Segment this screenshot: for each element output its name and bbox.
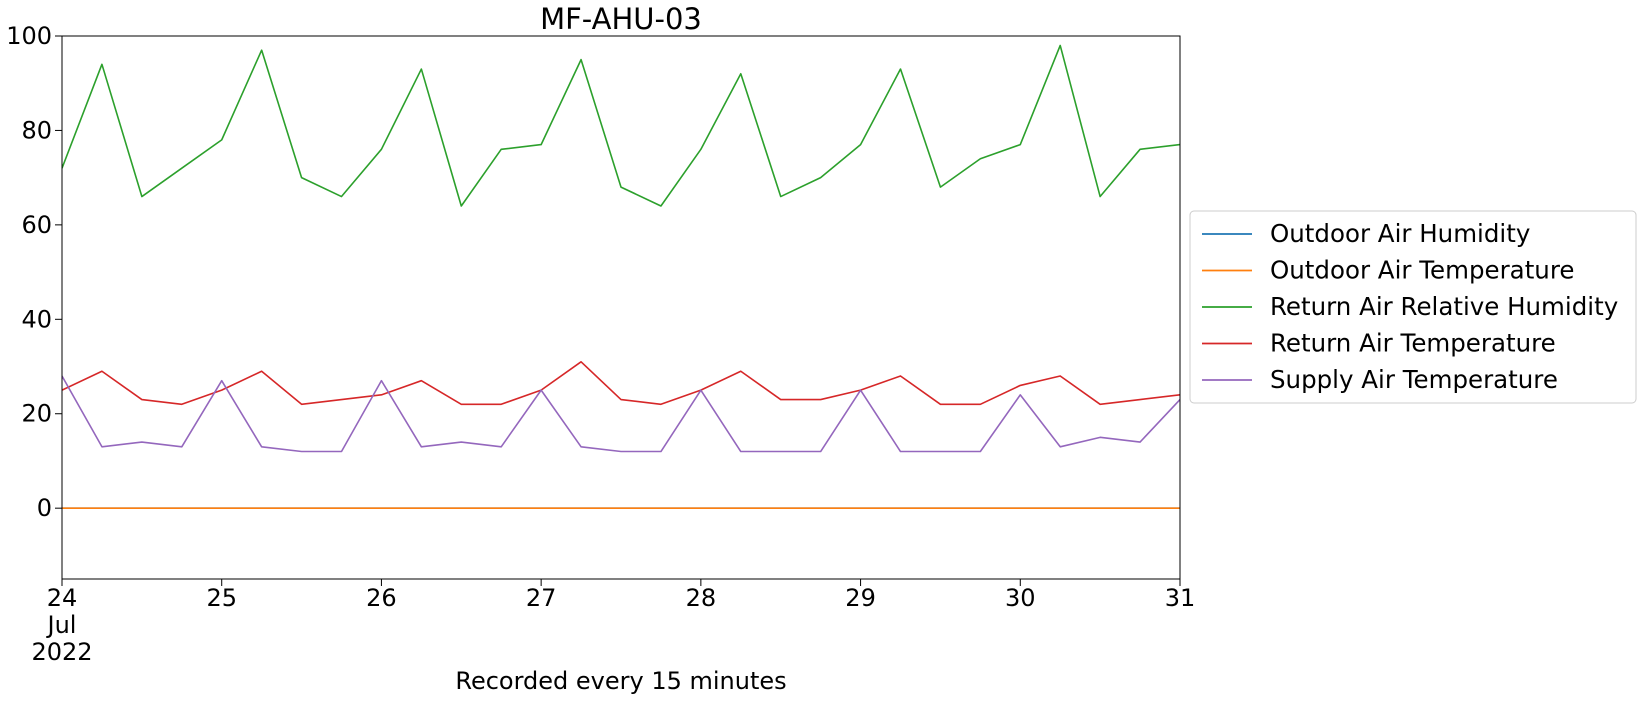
legend-entry: Outdoor Air Temperature bbox=[1270, 256, 1574, 285]
series-line-supply-air-temperature bbox=[62, 375, 1180, 453]
legend: Outdoor Air Humidity Outdoor Air Temperat… bbox=[1189, 210, 1637, 404]
series-layer bbox=[62, 44, 1180, 509]
series-line-return-air-temperature bbox=[62, 360, 1180, 406]
legend-entry: Outdoor Air Humidity bbox=[1270, 219, 1530, 248]
x-tick-label: 27 bbox=[526, 584, 557, 612]
series-line-return-air-relative-humidity bbox=[62, 44, 1180, 207]
y-tick-label: 100 bbox=[6, 22, 52, 50]
legend-box bbox=[1189, 210, 1637, 404]
y-tick-label: 20 bbox=[21, 400, 52, 428]
plot-frame bbox=[61, 35, 1181, 580]
legend-entry: Supply Air Temperature bbox=[1270, 365, 1558, 394]
x-tick-label: 28 bbox=[686, 584, 717, 612]
x-axis: 24 Jul 2022 25 26 27 28 29 30 31 bbox=[31, 579, 1195, 666]
x-tick-label: 26 bbox=[366, 584, 397, 612]
legend-entry: Return Air Temperature bbox=[1270, 329, 1556, 358]
y-tick-label: 40 bbox=[21, 305, 52, 333]
y-axis: 0 20 40 60 80 100 bbox=[6, 22, 62, 522]
x-tick-label: 25 bbox=[206, 584, 237, 612]
x-tick-label: 29 bbox=[845, 584, 876, 612]
legend-entry: Return Air Relative Humidity bbox=[1270, 292, 1618, 321]
y-tick-label: 60 bbox=[21, 211, 52, 239]
x-tick-label: 30 bbox=[1005, 584, 1036, 612]
x-tick-label: 31 bbox=[1165, 584, 1196, 612]
y-tick-label: 0 bbox=[37, 494, 52, 522]
y-tick-label: 80 bbox=[21, 116, 52, 144]
x-axis-label: Recorded every 15 minutes bbox=[455, 667, 786, 695]
x-tick-label: 24 Jul 2022 bbox=[31, 584, 92, 666]
chart-title: MF-AHU-03 bbox=[540, 2, 702, 36]
